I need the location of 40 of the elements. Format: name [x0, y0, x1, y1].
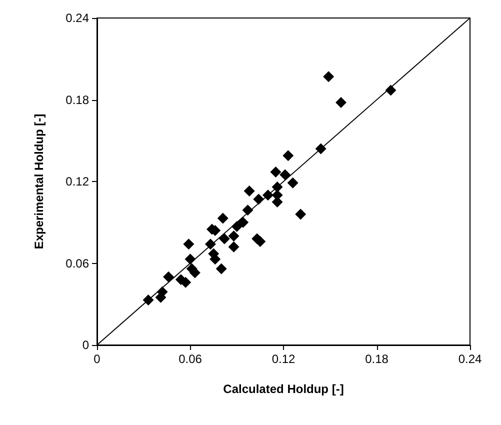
point	[280, 169, 291, 180]
point	[184, 254, 196, 265]
y-tick-label: 0	[82, 338, 90, 352]
point	[242, 204, 254, 216]
point	[162, 271, 174, 282]
y-tick-label: 0.12	[66, 174, 90, 188]
point	[262, 190, 274, 201]
point	[323, 71, 334, 82]
x-tick-label: 0.12	[272, 352, 296, 366]
y-tick-label: 0.24	[66, 11, 90, 25]
point	[228, 230, 240, 242]
point	[204, 238, 216, 250]
point	[216, 263, 227, 274]
point	[287, 177, 298, 188]
x-axis-title: Calculated Holdup [-]	[223, 382, 344, 396]
x-tick-label: 0.18	[365, 352, 389, 366]
point	[295, 208, 306, 220]
point	[183, 238, 194, 250]
point	[218, 233, 230, 244]
point	[282, 150, 294, 162]
x-tick-label: 0	[94, 352, 101, 366]
y-axis-title: Experimental Holdup [-]	[32, 114, 46, 250]
point	[315, 143, 326, 154]
point	[231, 220, 242, 232]
point	[244, 186, 255, 197]
point	[217, 212, 228, 224]
point	[336, 96, 347, 108]
point	[270, 166, 282, 178]
y-tick-label: 0.06	[66, 256, 90, 270]
y-tick-label: 0.18	[66, 92, 90, 107]
point	[142, 294, 154, 306]
point	[228, 241, 240, 252]
point	[238, 216, 249, 228]
point	[180, 276, 192, 288]
point	[385, 84, 396, 96]
x-tick-label: 0.06	[178, 352, 202, 366]
point	[254, 236, 266, 247]
point	[253, 194, 264, 205]
x-tick-label: 0.24	[458, 352, 482, 366]
point	[272, 181, 283, 192]
